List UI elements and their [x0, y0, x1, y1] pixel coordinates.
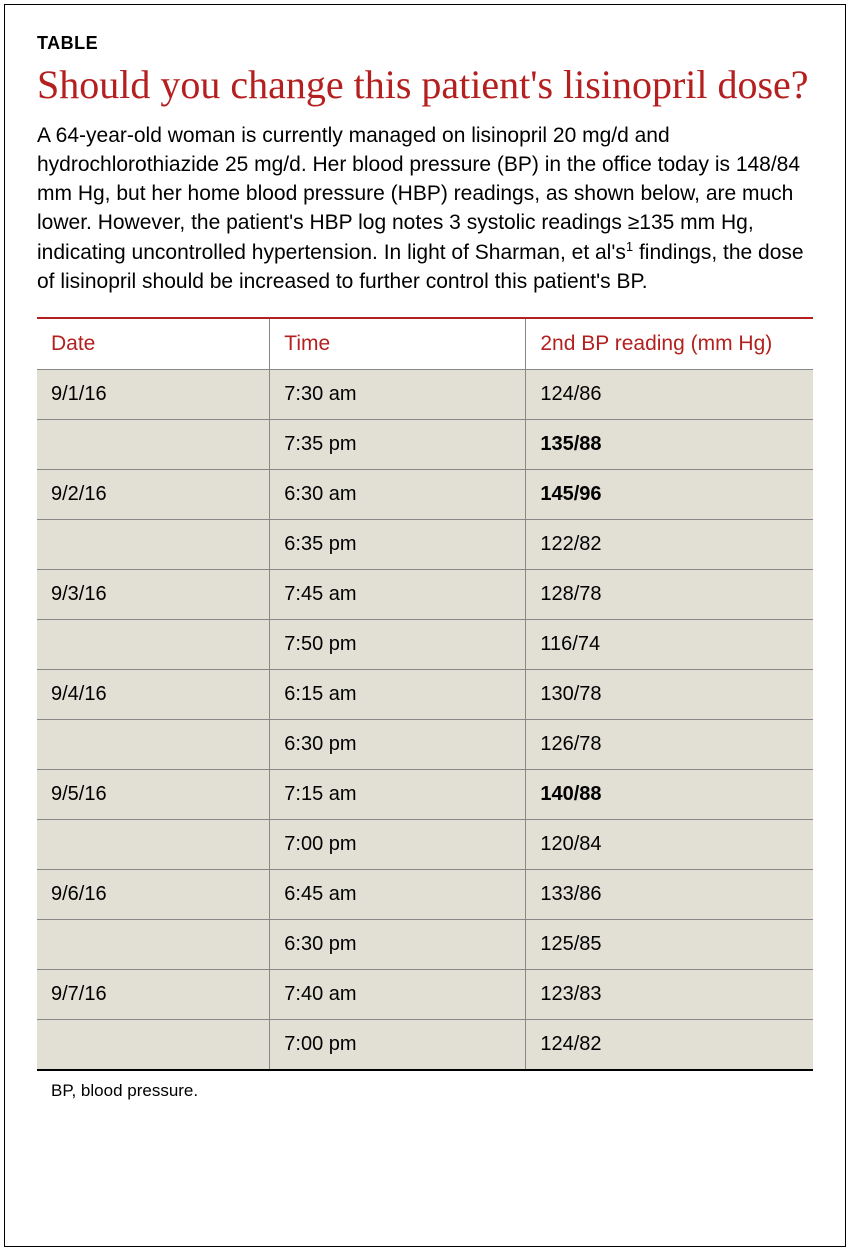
cell-date	[37, 1020, 270, 1071]
cell-bp: 124/86	[526, 370, 813, 420]
cell-time: 7:30 am	[270, 370, 526, 420]
cell-date	[37, 620, 270, 670]
cell-time: 6:30 pm	[270, 920, 526, 970]
cell-time: 7:00 pm	[270, 820, 526, 870]
cell-date	[37, 820, 270, 870]
cell-date: 9/7/16	[37, 970, 270, 1020]
cell-bp: 123/83	[526, 970, 813, 1020]
table-header-row: Date Time 2nd BP reading (mm Hg)	[37, 318, 813, 370]
cell-bp: 128/78	[526, 570, 813, 620]
cell-time: 7:15 am	[270, 770, 526, 820]
cell-date: 9/1/16	[37, 370, 270, 420]
cell-bp: 133/86	[526, 870, 813, 920]
cell-bp: 125/85	[526, 920, 813, 970]
cell-date	[37, 720, 270, 770]
cell-date: 9/3/16	[37, 570, 270, 620]
cell-time: 7:45 am	[270, 570, 526, 620]
bp-table: Date Time 2nd BP reading (mm Hg) 9/1/167…	[37, 317, 813, 1071]
cell-time: 7:40 am	[270, 970, 526, 1020]
table-intro: A 64-year-old woman is currently managed…	[37, 122, 813, 297]
cell-bp: 126/78	[526, 720, 813, 770]
table-row: 7:50 pm116/74	[37, 620, 813, 670]
cell-date: 9/5/16	[37, 770, 270, 820]
cell-date	[37, 920, 270, 970]
table-row: 7:00 pm124/82	[37, 1020, 813, 1071]
col-date-header: Date	[37, 318, 270, 370]
cell-time: 6:30 am	[270, 470, 526, 520]
cell-bp: 135/88	[526, 420, 813, 470]
table-row: 9/6/166:45 am133/86	[37, 870, 813, 920]
table-label: TABLE	[37, 33, 813, 54]
cell-date: 9/4/16	[37, 670, 270, 720]
table-footnote: BP, blood pressure.	[37, 1071, 813, 1101]
cell-bp: 122/82	[526, 520, 813, 570]
col-time-header: Time	[270, 318, 526, 370]
cell-bp: 145/96	[526, 470, 813, 520]
cell-bp: 140/88	[526, 770, 813, 820]
table-row: 6:30 pm125/85	[37, 920, 813, 970]
cell-bp: 120/84	[526, 820, 813, 870]
table-body: 9/1/167:30 am124/867:35 pm135/889/2/166:…	[37, 370, 813, 1071]
cell-bp: 130/78	[526, 670, 813, 720]
table-row: 9/4/166:15 am130/78	[37, 670, 813, 720]
table-card: TABLE Should you change this patient's l…	[4, 4, 846, 1247]
table-row: 7:35 pm135/88	[37, 420, 813, 470]
col-bp-header: 2nd BP reading (mm Hg)	[526, 318, 813, 370]
cell-date: 9/6/16	[37, 870, 270, 920]
table-row: 6:35 pm122/82	[37, 520, 813, 570]
table-row: 9/7/167:40 am123/83	[37, 970, 813, 1020]
cell-time: 7:00 pm	[270, 1020, 526, 1071]
table-row: 9/3/167:45 am128/78	[37, 570, 813, 620]
table-title: Should you change this patient's lisinop…	[37, 62, 813, 108]
cell-date	[37, 520, 270, 570]
cell-time: 6:30 pm	[270, 720, 526, 770]
cell-time: 6:45 am	[270, 870, 526, 920]
cell-time: 7:50 pm	[270, 620, 526, 670]
table-row: 7:00 pm120/84	[37, 820, 813, 870]
cell-time: 6:15 am	[270, 670, 526, 720]
cell-bp: 124/82	[526, 1020, 813, 1071]
cell-date: 9/2/16	[37, 470, 270, 520]
table-row: 6:30 pm126/78	[37, 720, 813, 770]
table-row: 9/5/167:15 am140/88	[37, 770, 813, 820]
table-row: 9/1/167:30 am124/86	[37, 370, 813, 420]
table-row: 9/2/166:30 am145/96	[37, 470, 813, 520]
cell-date	[37, 420, 270, 470]
cell-time: 6:35 pm	[270, 520, 526, 570]
cell-time: 7:35 pm	[270, 420, 526, 470]
cell-bp: 116/74	[526, 620, 813, 670]
